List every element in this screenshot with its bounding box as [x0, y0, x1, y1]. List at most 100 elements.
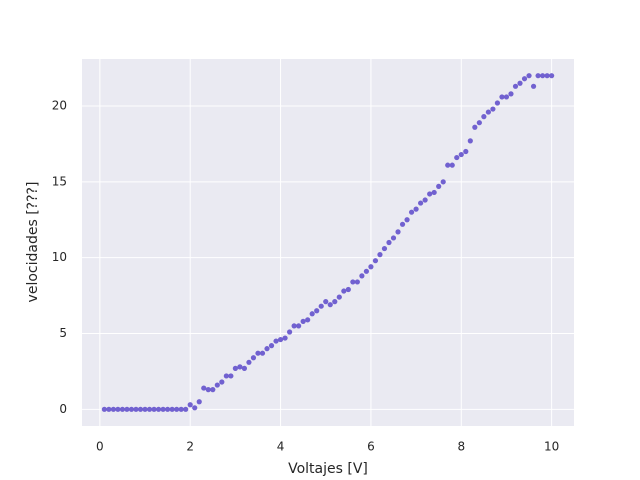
point: [255, 350, 261, 356]
point: [422, 197, 428, 203]
plot-area: [82, 59, 574, 426]
point: [223, 373, 229, 379]
point: [232, 365, 238, 371]
point: [300, 318, 306, 324]
point: [463, 148, 469, 155]
point: [540, 73, 546, 79]
point: [305, 317, 311, 323]
point: [169, 406, 175, 412]
point: [142, 406, 148, 412]
point: [458, 151, 464, 158]
point: [390, 235, 397, 241]
point: [332, 299, 338, 305]
point: [174, 406, 180, 412]
y-tick-label: 0: [59, 402, 67, 416]
point: [187, 402, 193, 408]
point: [106, 406, 112, 412]
point: [377, 252, 383, 258]
point: [291, 323, 297, 329]
point: [544, 73, 550, 79]
point: [205, 387, 211, 393]
point: [395, 229, 401, 235]
point: [178, 406, 184, 412]
point: [133, 406, 139, 412]
point: [521, 76, 528, 82]
point: [323, 299, 329, 305]
point: [146, 406, 153, 412]
point: [219, 379, 225, 385]
x-axis-label: Voltajes [V]: [288, 461, 368, 477]
x-tick-label: 2: [186, 440, 194, 454]
point: [408, 209, 415, 215]
point: [354, 279, 360, 285]
x-tick-label: 0: [96, 440, 104, 454]
x-tick-label: 10: [544, 440, 559, 454]
point: [101, 406, 107, 412]
point: [499, 94, 505, 100]
point: [413, 206, 419, 212]
point: [128, 406, 135, 412]
point: [494, 100, 501, 106]
point: [449, 162, 455, 168]
point: [467, 138, 473, 144]
point: [115, 406, 121, 412]
point: [508, 91, 514, 97]
point: [286, 329, 293, 335]
point: [277, 336, 284, 343]
point: [485, 109, 491, 115]
point: [246, 359, 252, 365]
y-tick-label: 10: [52, 250, 67, 264]
point: [110, 406, 116, 412]
point: [259, 350, 266, 356]
point: [363, 268, 370, 274]
point: [526, 73, 532, 79]
point: [124, 406, 130, 412]
y-tick-label: 15: [52, 174, 67, 188]
point: [264, 346, 270, 352]
point: [440, 179, 446, 185]
point: [327, 302, 333, 308]
point: [160, 406, 166, 412]
x-tick-label: 4: [277, 440, 285, 454]
point: [201, 385, 207, 391]
point: [314, 308, 320, 314]
point: [404, 217, 410, 223]
point: [436, 183, 442, 189]
y-tick-label: 5: [59, 326, 67, 340]
point: [214, 382, 220, 388]
point: [296, 323, 302, 329]
point: [282, 335, 288, 341]
point: [535, 73, 541, 79]
point: [341, 288, 347, 294]
point: [381, 245, 388, 252]
point: [481, 114, 487, 120]
point: [250, 355, 257, 361]
point: [183, 406, 189, 412]
y-axis-label: velocidades [???]: [25, 182, 41, 303]
point: [155, 406, 162, 412]
point: [196, 399, 202, 405]
point: [336, 294, 342, 300]
point: [345, 286, 351, 293]
point: [512, 83, 519, 89]
point: [454, 154, 460, 161]
point: [549, 73, 555, 79]
point: [350, 279, 356, 285]
point: [137, 406, 144, 412]
point: [418, 200, 424, 206]
point: [476, 120, 482, 126]
point: [517, 80, 523, 86]
point: [237, 364, 243, 370]
point: [151, 406, 157, 412]
y-tick-label: 20: [52, 99, 67, 113]
point: [119, 406, 126, 412]
point: [503, 94, 510, 100]
point: [472, 124, 478, 130]
point: [368, 264, 374, 270]
point: [241, 365, 248, 371]
point: [309, 311, 315, 317]
point: [228, 373, 234, 379]
point: [192, 405, 198, 411]
point: [372, 258, 379, 264]
